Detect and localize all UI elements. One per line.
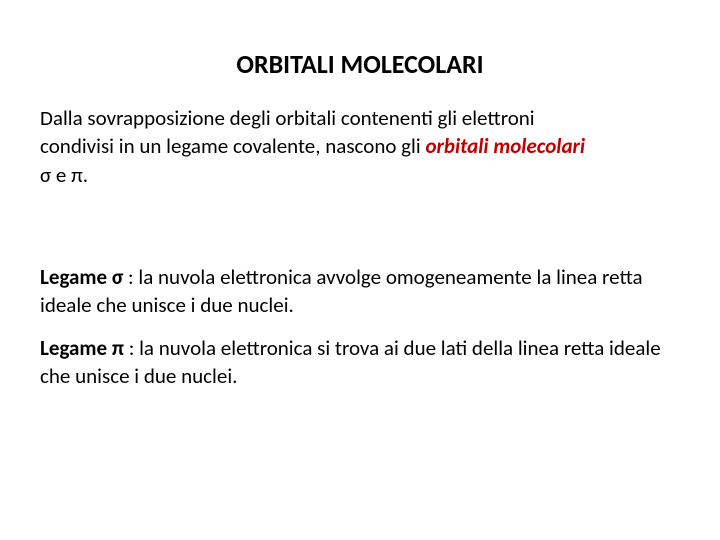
spacer	[40, 203, 680, 263]
paragraph-intro: Dalla sovrapposizione degli orbitali con…	[40, 104, 680, 189]
paragraph-sigma: Legame σ : la nuvola elettronica avvolge…	[40, 263, 680, 320]
paragraph-pi: Legame π : la nuvola elettronica si trov…	[40, 334, 680, 391]
intro-line2a: condivisi in un legame covalente, nascon…	[40, 133, 425, 159]
sigma-rest: : la nuvola elettronica avvolge omogenea…	[40, 264, 643, 318]
pi-prefix: Legame	[40, 335, 112, 361]
slide-container: ORBITALI MOLECOLARI Dalla sovrapposizion…	[0, 0, 720, 540]
sigma-symbol-2: σ	[112, 264, 123, 290]
pi-rest: : la nuvola elettronica si trova ai due …	[40, 335, 661, 389]
intro-end: .	[83, 162, 88, 188]
pi-symbol: π	[71, 162, 83, 188]
intro-highlight: orbitali molecolari	[425, 133, 585, 159]
slide-title: ORBITALI MOLECOLARI	[40, 48, 680, 80]
intro-line1: Dalla sovrapposizione degli orbitali con…	[40, 105, 535, 131]
intro-mid: e	[51, 162, 71, 188]
sigma-symbol: σ	[40, 162, 51, 188]
pi-symbol-2: π	[112, 335, 124, 361]
sigma-prefix: Legame	[40, 264, 112, 290]
